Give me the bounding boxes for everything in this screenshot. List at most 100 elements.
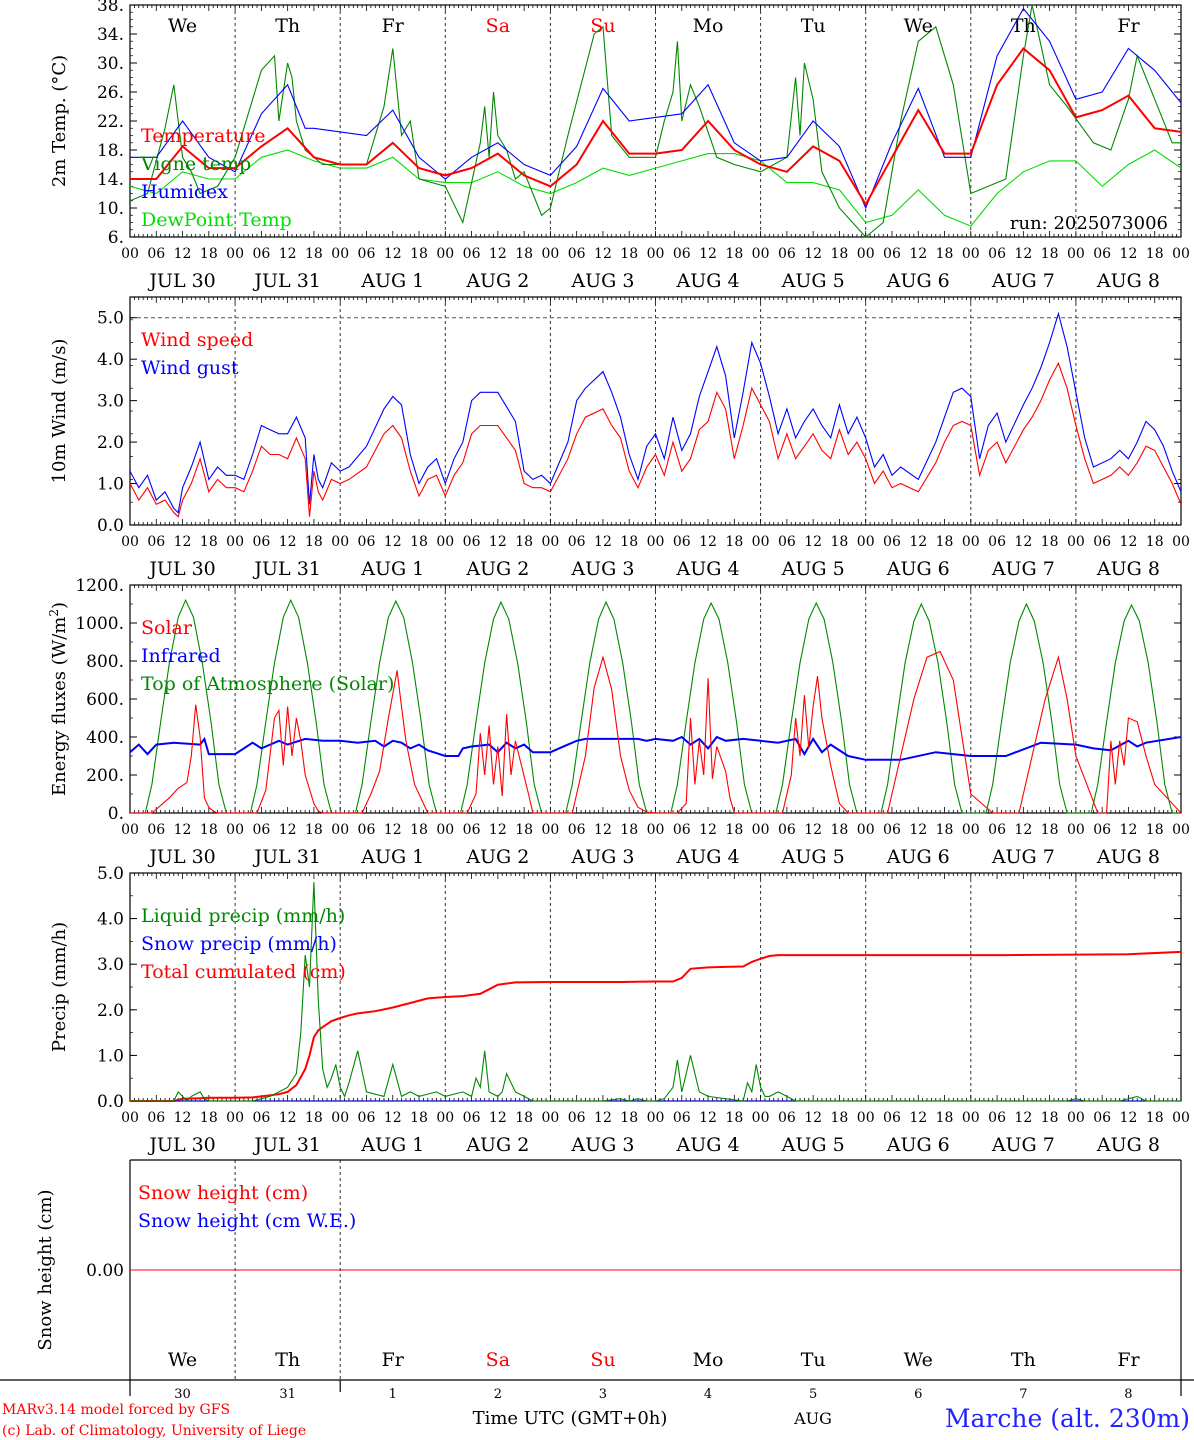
date-label: JUL 30 [147, 1134, 215, 1156]
date-label: JUL 31 [252, 558, 320, 580]
hour-tick-label: 06 [147, 1110, 165, 1126]
date-label: AUG 2 [465, 846, 529, 868]
hour-tick-label: 12 [1014, 822, 1032, 838]
hour-tick-label: 18 [1041, 1110, 1059, 1126]
hour-tick-label: 06 [358, 1110, 376, 1126]
hour-tick-label: 18 [725, 534, 743, 550]
day-number-label: 5 [809, 1387, 817, 1402]
y-axis-label: Snow height (cm) [35, 1189, 56, 1350]
hour-tick-label: 00 [1067, 246, 1085, 262]
series-line-humidex [130, 7, 1181, 210]
weekday-label: We [168, 1349, 197, 1371]
legend-entry: Humidex [141, 181, 228, 203]
series-line-temperature [130, 47, 1181, 207]
hour-tick-label: 00 [541, 534, 559, 550]
y-tick-label: 1.0 [97, 475, 124, 495]
day-number-label: 30 [174, 1387, 191, 1402]
hour-tick-label: 12 [489, 246, 507, 262]
legend-entry: Infrared [141, 645, 221, 667]
hour-tick-label: 00 [647, 1110, 665, 1126]
hour-tick-label: 12 [489, 822, 507, 838]
y-tick-label: 6. [108, 228, 124, 248]
date-label: AUG 3 [570, 270, 634, 292]
y-tick-label: 18. [97, 141, 124, 161]
weekday-label: Th [275, 1349, 300, 1371]
hour-tick-label: 18 [620, 534, 638, 550]
day-number-label: 2 [494, 1387, 502, 1402]
date-label: AUG 4 [676, 270, 740, 292]
y-tick-label: 10. [97, 199, 124, 219]
legend-entry: Solar [141, 617, 193, 639]
hour-tick-label: 18 [1146, 246, 1164, 262]
series-line-solar [130, 650, 1181, 814]
hour-tick-label: 06 [358, 246, 376, 262]
y-tick-label: 1200. [75, 576, 124, 596]
hour-tick-label: 18 [831, 1110, 849, 1126]
legend-entry: DewPoint Temp [141, 209, 292, 231]
hour-tick-label: 00 [331, 822, 349, 838]
hour-tick-label: 00 [541, 1110, 559, 1126]
hour-tick-label: 18 [831, 534, 849, 550]
date-label: AUG 7 [991, 846, 1055, 868]
weekday-label: We [904, 1349, 933, 1371]
panel-1: 6. 10. 14. 18. 22. 26. 30. 34. 38. 2m Temp. (°C) T… [49, 0, 1190, 292]
y-tick-label: 1000. [75, 614, 124, 634]
legend-entry: Temperature [141, 125, 265, 147]
weekday-label: Fr [1117, 1349, 1140, 1371]
hour-tick-label: 18 [1041, 822, 1059, 838]
weekday-label: Th [1011, 15, 1036, 37]
y-tick-label: 0.00 [86, 1261, 124, 1281]
hour-tick-label: 18 [1146, 1110, 1164, 1126]
weekday-label: Su [590, 1349, 615, 1371]
y-tick-label: 0. [108, 804, 124, 824]
hour-tick-label: 12 [699, 246, 717, 262]
y-axis-label: Energy fluxes (W/m2) [47, 602, 70, 796]
y-tick-label: 2.0 [97, 1001, 124, 1021]
hour-tick-label: 18 [620, 1110, 638, 1126]
hour-tick-label: 12 [279, 1110, 297, 1126]
hour-tick-label: 18 [1146, 822, 1164, 838]
weekday-label: Fr [1117, 15, 1140, 37]
date-label: AUG 3 [570, 1134, 634, 1156]
y-axis-label: 10m Wind (m/s) [49, 339, 70, 484]
date-label: AUG 1 [360, 270, 424, 292]
hour-tick-label: 18 [936, 534, 954, 550]
hour-tick-label: 00 [1172, 246, 1190, 262]
y-tick-label: 5.0 [97, 309, 124, 329]
hour-tick-label: 00 [121, 822, 139, 838]
run-label: run: 2025073006 [1010, 213, 1168, 234]
hour-tick-label: 06 [463, 246, 481, 262]
date-label: AUG 7 [991, 1134, 1055, 1156]
hour-tick-label: 06 [883, 534, 901, 550]
hour-tick-label: 12 [489, 534, 507, 550]
weekday-label: Fr [382, 15, 405, 37]
hour-tick-label: 18 [515, 822, 533, 838]
hour-tick-label: 00 [541, 822, 559, 838]
date-label: AUG 5 [781, 846, 845, 868]
weekday-label: Tu [801, 1349, 826, 1371]
y-tick-label: 22. [97, 112, 124, 132]
legend-entry: Wind speed [141, 329, 253, 351]
hour-tick-label: 06 [778, 246, 796, 262]
hour-tick-label: 18 [936, 822, 954, 838]
series-line-liquid-precip-mm-h [130, 882, 1181, 1102]
y-axis-label: 2m Temp. (°C) [49, 55, 70, 187]
hour-tick-label: 18 [200, 534, 218, 550]
hour-tick-label: 18 [515, 534, 533, 550]
hour-tick-label: 00 [857, 1110, 875, 1126]
panel-2: 0.0 1.0 2.0 3.0 4.0 5.0 10m Wind (m/s) Wind spe… [49, 296, 1190, 580]
hour-tick-label: 12 [1014, 246, 1032, 262]
hour-tick-label: 06 [252, 246, 270, 262]
hour-tick-label: 06 [988, 534, 1006, 550]
day-number-label: 8 [1124, 1387, 1132, 1402]
hour-tick-label: 12 [384, 1110, 402, 1126]
hour-tick-label: 06 [673, 534, 691, 550]
date-label: AUG 8 [1096, 1134, 1160, 1156]
hour-tick-label: 12 [699, 822, 717, 838]
hour-tick-label: 18 [1041, 246, 1059, 262]
legend-entry: Wind gust [141, 357, 239, 379]
hour-tick-label: 18 [725, 246, 743, 262]
date-label: JUL 30 [147, 270, 215, 292]
date-label: AUG 8 [1096, 558, 1160, 580]
